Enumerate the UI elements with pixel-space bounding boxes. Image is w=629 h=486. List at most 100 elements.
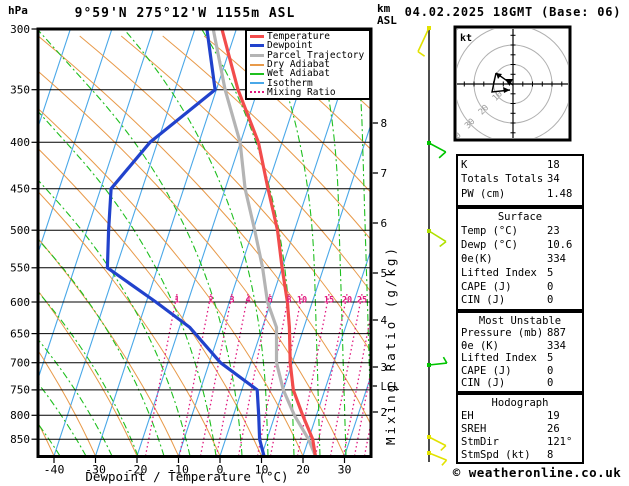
temp-tick-label: 20 bbox=[296, 463, 310, 477]
row-value: 0 bbox=[547, 294, 554, 307]
mixing-ratio-line bbox=[297, 293, 330, 455]
mixing-ratio-line bbox=[315, 293, 348, 455]
temp-tick-label: 30 bbox=[338, 463, 352, 477]
temp-tick-label: -30 bbox=[85, 463, 106, 477]
mixing-ratio-line bbox=[145, 293, 178, 455]
altitude-tick-label: 4 bbox=[381, 314, 388, 327]
legend-row: Isotherm bbox=[250, 77, 369, 89]
pressure-tick-label: 650 bbox=[10, 327, 30, 340]
row-value: 121° bbox=[547, 436, 573, 449]
dry-adiabat-line bbox=[39, 148, 262, 455]
legend-label: Isotherm bbox=[267, 77, 313, 89]
temp-tick-label: 0 bbox=[217, 463, 224, 477]
wind-barb bbox=[427, 356, 448, 367]
wind-barb bbox=[427, 451, 448, 466]
hodograph: 10203040kt bbox=[453, 25, 572, 142]
legend-row: Wet Adiabat bbox=[250, 68, 369, 80]
hodograph-arrowhead bbox=[503, 87, 510, 93]
row-value: 1.48 bbox=[547, 188, 573, 201]
row-label: θe(K) bbox=[461, 252, 493, 265]
mixing-ratio-value-label: 1 bbox=[174, 296, 179, 306]
x-axis-title: Dewpoint / Temperature (°C) bbox=[85, 469, 288, 484]
pressure-tick-label: 700 bbox=[10, 357, 30, 370]
mixing-ratio-line bbox=[330, 293, 363, 455]
isotherm-line bbox=[344, 376, 370, 455]
legend-label: Temperature bbox=[267, 31, 330, 43]
hodograph-trace bbox=[491, 72, 514, 93]
temp-tick-label: -20 bbox=[127, 463, 148, 477]
dry-adiabat-line bbox=[39, 351, 96, 455]
mixing-ratio-line bbox=[216, 293, 249, 455]
row-value: 26 bbox=[547, 422, 560, 435]
pressure-unit-label: hPa bbox=[8, 4, 28, 17]
row-value: 23 bbox=[547, 224, 560, 237]
legend-line-sample bbox=[250, 82, 264, 85]
legend-line-sample bbox=[250, 72, 264, 75]
wind-barb-feather bbox=[440, 445, 447, 451]
row-value: 10.6 bbox=[547, 238, 573, 251]
temp-tick-label: 10 bbox=[255, 463, 269, 477]
row-label: PW (cm) bbox=[461, 188, 506, 201]
table-row: CAPE (J) 0 bbox=[461, 365, 579, 377]
altitude-tick-label: 6 bbox=[381, 217, 388, 230]
row-value: 334 bbox=[547, 252, 566, 265]
legend-label: Dry Adiabat bbox=[267, 59, 330, 71]
legend-line-sample bbox=[250, 44, 264, 48]
indices-table: Surface Temp (°C) 23 Dewp (°C) 10.6 θe(K) 334 L… bbox=[456, 207, 584, 311]
wind-barb-shaft bbox=[428, 142, 447, 153]
dry-adiabat-line bbox=[39, 71, 345, 455]
wind-barb-shaft bbox=[428, 362, 447, 366]
row-value: 34 bbox=[547, 173, 560, 186]
row-label: K bbox=[461, 158, 468, 171]
legend-row: Temperature bbox=[250, 32, 369, 41]
row-label: Temp (°C) bbox=[461, 224, 518, 237]
mixing-ratio-value-label: 20 bbox=[342, 296, 352, 306]
row-label: θe (K) bbox=[461, 339, 499, 352]
table-row: Lifted Index 5 bbox=[461, 352, 579, 364]
isotherm-line bbox=[302, 251, 370, 455]
mixing-ratio-axis-label: Mixing Ratio (g/kg) bbox=[383, 245, 398, 445]
altitude-tick-label: 5 bbox=[381, 267, 388, 280]
pressure-tick-label: 450 bbox=[10, 183, 30, 196]
wind-barb-shaft bbox=[417, 27, 430, 52]
wet-adiabat-line bbox=[263, 30, 321, 455]
altitude-tick-label: 2 bbox=[381, 406, 388, 419]
dry-adiabat-line bbox=[203, 35, 370, 193]
pressure-tick-label: 500 bbox=[10, 224, 30, 237]
row-value: 8 bbox=[547, 449, 554, 462]
row-label: StmDir bbox=[461, 436, 499, 449]
row-value: 0 bbox=[547, 377, 554, 390]
pressure-tick-label: 600 bbox=[10, 296, 30, 309]
legend-box: Temperature Dewpoint Parcel Trajectory Dry … bbox=[245, 29, 371, 100]
dry-adiabat-line bbox=[39, 108, 304, 455]
row-label: CAPE (J) bbox=[461, 280, 512, 293]
table-row: CIN (J) 0 bbox=[461, 294, 579, 308]
indices-panel: K 18 Totals Totals 34 PW (cm) 1.48 Surface Temp… bbox=[456, 0, 584, 486]
wet-adiabat-line bbox=[39, 111, 217, 455]
legend-label: Wet Adiabat bbox=[267, 68, 330, 80]
dry-adiabat-line bbox=[39, 36, 370, 424]
row-value: 5 bbox=[547, 352, 554, 365]
plot-frame bbox=[36, 27, 373, 458]
wind-barb-shaft bbox=[428, 452, 447, 461]
table-row: Lifted Index 5 bbox=[461, 267, 579, 281]
dry-adiabat-line bbox=[286, 35, 370, 110]
dry-adiabat-line bbox=[120, 35, 370, 292]
lcl-label: LCL bbox=[381, 381, 400, 393]
table-row: StmSpd (kt) 8 bbox=[461, 449, 579, 462]
row-label: Totals Totals bbox=[461, 173, 544, 186]
sounding-profiles bbox=[105, 30, 317, 455]
pressure-tick-label: 750 bbox=[10, 384, 30, 397]
row-label: EH bbox=[461, 409, 474, 422]
wind-barb bbox=[427, 435, 447, 451]
isotherm-line bbox=[39, 30, 71, 126]
table-section-header: Surface bbox=[497, 211, 543, 223]
row-label: Dewp (°C) bbox=[461, 238, 518, 251]
dry-adiabat-line bbox=[39, 191, 221, 455]
pressure-tick-label: 300 bbox=[10, 23, 30, 36]
mixing-ratio-line bbox=[270, 293, 303, 455]
wet-adiabat-line bbox=[39, 339, 113, 455]
wind-barb-feather bbox=[438, 151, 447, 159]
wind-barb-column bbox=[417, 26, 448, 466]
